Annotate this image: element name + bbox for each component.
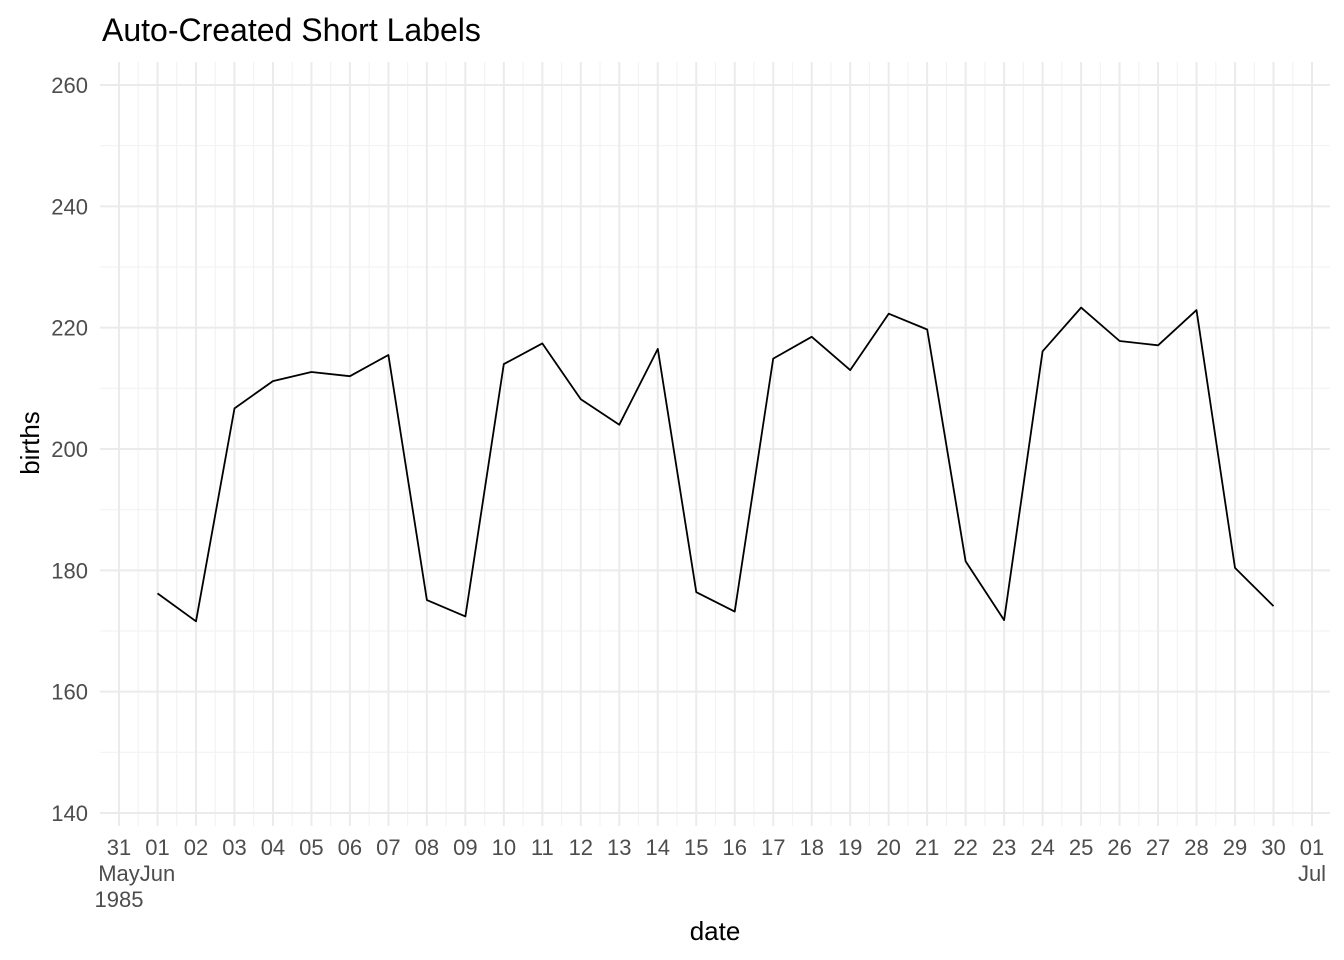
minor-gridlines xyxy=(100,62,1330,826)
x-tick-label: 25 xyxy=(1069,835,1093,860)
x-tick-label: 29 xyxy=(1223,835,1247,860)
x-tick-label: 13 xyxy=(607,835,631,860)
x-tick-label: 19 xyxy=(838,835,862,860)
y-axis-tick-labels: 140 160 180 200 220 240 260 xyxy=(51,73,88,826)
x-tick-label: 07 xyxy=(376,835,400,860)
y-tick-label: 240 xyxy=(51,194,88,219)
chart-title: Auto-Created Short Labels xyxy=(102,12,481,48)
x-tick-label: 26 xyxy=(1107,835,1131,860)
x-axis-title: date xyxy=(690,916,741,946)
x-tick-label: 24 xyxy=(1030,835,1054,860)
x-tick-label: 15 xyxy=(684,835,708,860)
y-axis-title: births xyxy=(15,411,45,475)
x-tick-label: 28 xyxy=(1184,835,1208,860)
series-line xyxy=(156,306,1275,623)
x-tick-label: 23 xyxy=(992,835,1016,860)
x-tick-label: 17 xyxy=(761,835,785,860)
x-tick-label: 10 xyxy=(492,835,516,860)
x-tick-label: 14 xyxy=(646,835,670,860)
x-tick-label: 03 xyxy=(222,835,246,860)
x-tick-label: 22 xyxy=(953,835,977,860)
x-tick-label: 05 xyxy=(299,835,323,860)
x-tick-label: 30 xyxy=(1261,835,1285,860)
x-tick-label: 09 xyxy=(453,835,477,860)
x-tick-label: 04 xyxy=(261,835,285,860)
x-tick-label: 11 xyxy=(531,835,554,860)
x-tick-label: 01 Jun xyxy=(140,835,175,886)
x-tick-label: 06 xyxy=(338,835,362,860)
y-tick-label: 200 xyxy=(51,437,88,462)
y-tick-label: 260 xyxy=(51,73,88,98)
x-tick-label: 12 xyxy=(569,835,593,860)
x-tick-label: 16 xyxy=(722,835,746,860)
y-tick-label: 180 xyxy=(51,558,88,583)
y-tick-label: 160 xyxy=(51,680,88,705)
x-tick-label: 18 xyxy=(799,835,823,860)
x-tick-label: 20 xyxy=(876,835,900,860)
x-tick-label: 27 xyxy=(1146,835,1170,860)
y-tick-label: 220 xyxy=(51,316,88,341)
series-group xyxy=(156,306,1275,623)
x-tick-label: 02 xyxy=(184,835,208,860)
x-tick-label: 01 Jul xyxy=(1298,835,1326,886)
x-tick-label: 08 xyxy=(415,835,439,860)
y-tick-label: 140 xyxy=(51,801,88,826)
major-gridlines xyxy=(100,62,1330,826)
x-tick-label: 31 May 1985 xyxy=(95,835,144,912)
x-tick-label: 21 xyxy=(915,835,939,860)
